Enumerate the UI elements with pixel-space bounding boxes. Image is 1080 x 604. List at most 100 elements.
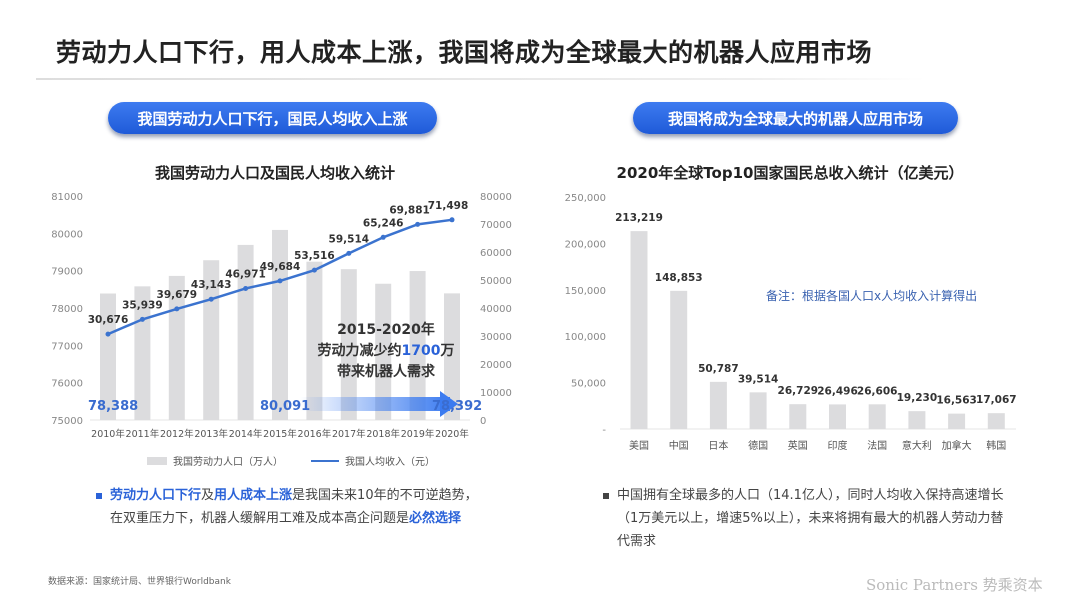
legend-bar-label: 我国劳动力人口（万人） bbox=[173, 457, 283, 468]
gni-bar bbox=[670, 290, 688, 429]
income-point bbox=[415, 221, 421, 227]
labor-bar bbox=[409, 271, 426, 420]
x-tick-label: 2012年 bbox=[160, 428, 194, 440]
right-y-tick: 100,000 bbox=[565, 332, 606, 343]
country-label: 美国 bbox=[629, 439, 649, 452]
country-label: 韩国 bbox=[986, 439, 1006, 452]
left-axis-tick: 78000 bbox=[51, 304, 83, 315]
left-axis-tick: 80000 bbox=[51, 229, 83, 240]
left-axis-tick: 75000 bbox=[51, 416, 83, 427]
labor-bar bbox=[168, 275, 185, 420]
gni-value-label: 17,067 bbox=[976, 394, 1017, 406]
gni-value-label: 26,496 bbox=[817, 385, 858, 397]
bar-value-label: 78,392 bbox=[432, 399, 482, 414]
left-bullet: 劳动力人口下行及用人成本上涨是我国未来10年的不可逆趋势， 在双重压力下，机器人… bbox=[96, 484, 516, 530]
annotation-line2: 劳动力减少约1700万 bbox=[316, 341, 456, 362]
income-point bbox=[208, 296, 214, 302]
x-tick-label: 2017年 bbox=[332, 428, 366, 440]
gni-value-label: 16,563 bbox=[936, 395, 977, 407]
x-tick-label: 2010年 bbox=[91, 428, 125, 440]
gni-value-label: 19,230 bbox=[897, 392, 938, 404]
legend-line-label: 我国人均收入（元） bbox=[345, 457, 435, 468]
right-y-tick: 250,000 bbox=[565, 193, 606, 204]
income-point bbox=[311, 267, 317, 273]
right-bullet: 中国拥有全球最多的人口（14.1亿人），同时人均收入保持高速增长（1万美元以上，… bbox=[603, 484, 1013, 553]
income-label: 46,971 bbox=[225, 268, 266, 280]
country-label: 中国 bbox=[669, 439, 689, 452]
gni-bar bbox=[868, 404, 886, 429]
left-axis-tick: 77000 bbox=[51, 341, 83, 352]
right-axis-tick: 50000 bbox=[480, 276, 512, 287]
bullet-text: 及 bbox=[201, 488, 215, 503]
bullet-highlight: 用人成本上涨 bbox=[214, 488, 293, 503]
arrow-head-icon bbox=[440, 391, 458, 417]
annotation-unit: 万 bbox=[440, 343, 455, 359]
right-axis-tick: 80000 bbox=[480, 192, 512, 203]
income-point bbox=[139, 316, 145, 322]
country-label: 意大利 bbox=[902, 439, 932, 452]
gni-value-label: 26,729 bbox=[778, 385, 819, 397]
x-tick-label: 2020年 bbox=[435, 428, 469, 440]
gni-bar bbox=[630, 231, 648, 429]
bullet-icon bbox=[96, 492, 102, 499]
annotation-line3: 带来机器人需求 bbox=[337, 364, 435, 380]
bullet-highlight: 必然选择 bbox=[409, 511, 462, 526]
gni-value-label: 50,787 bbox=[698, 363, 739, 375]
bullet-icon bbox=[603, 493, 609, 499]
right-y-tick: - bbox=[602, 425, 606, 436]
gni-bar bbox=[709, 381, 727, 429]
right-axis-tick: 40000 bbox=[480, 304, 512, 315]
right-axis-tick: 30000 bbox=[480, 332, 512, 343]
labor-bar bbox=[375, 283, 392, 420]
page-title: 劳动力人口下行，用人成本上涨，我国将成为全球最大的机器人应用市场 bbox=[56, 38, 873, 67]
income-label: 65,246 bbox=[363, 217, 404, 229]
right-axis-tick: 70000 bbox=[480, 220, 512, 231]
labor-bar bbox=[340, 269, 357, 420]
left-axis-tick: 76000 bbox=[51, 379, 83, 390]
watermark: Sonic Partners 势乘资本 bbox=[866, 576, 1043, 594]
gni-bar bbox=[948, 413, 966, 429]
title-divider bbox=[36, 78, 926, 80]
income-point bbox=[105, 331, 111, 337]
x-tick-label: 2018年 bbox=[366, 428, 400, 440]
bar-value-label: 78,388 bbox=[88, 399, 138, 414]
labor-bar bbox=[444, 293, 460, 420]
bullet-highlight: 劳动力人口下行 bbox=[110, 488, 202, 503]
country-label: 法国 bbox=[867, 439, 887, 452]
gni-value-label: 213,219 bbox=[615, 212, 663, 224]
data-source: 数据来源：国家统计局、世界银行Worldbank bbox=[48, 577, 231, 587]
legend-line-swatch bbox=[311, 459, 339, 462]
income-label: 39,679 bbox=[157, 289, 198, 301]
right-axis-tick: 0 bbox=[480, 416, 486, 427]
bullet-text: 是我国未来10年的不可逆趋势， bbox=[292, 488, 478, 503]
gni-value-label: 26,606 bbox=[857, 385, 898, 397]
income-label: 53,516 bbox=[294, 250, 335, 262]
income-label: 59,514 bbox=[329, 233, 370, 245]
gni-bar bbox=[829, 404, 846, 429]
x-tick-label: 2014年 bbox=[229, 428, 263, 440]
left-legend: 我国劳动力人口（万人） 我国人均收入（元） bbox=[147, 453, 435, 468]
right-axis-tick: 60000 bbox=[480, 248, 512, 259]
income-point bbox=[449, 217, 455, 223]
right-y-tick: 200,000 bbox=[565, 239, 606, 250]
bar-value-label: 80,091 bbox=[260, 399, 310, 414]
x-tick-label: 2011年 bbox=[126, 428, 160, 440]
left-axis-tick: 79000 bbox=[51, 267, 83, 278]
income-point bbox=[174, 306, 180, 312]
legend-bar-swatch bbox=[147, 456, 167, 465]
right-section-pill: 我国将成为全球最大的机器人应用市场 bbox=[633, 102, 958, 134]
country-label: 日本 bbox=[708, 439, 728, 452]
annotation-text: 劳动力减少约 bbox=[317, 343, 402, 359]
gni-value-label: 39,514 bbox=[738, 373, 779, 385]
right-axis-tick: 20000 bbox=[480, 360, 512, 371]
income-label: 71,498 bbox=[428, 200, 469, 212]
country-label: 加拿大 bbox=[942, 439, 972, 452]
labor-bar bbox=[100, 293, 116, 420]
country-label: 德国 bbox=[748, 439, 768, 452]
gni-bar bbox=[789, 404, 807, 429]
chart-annotation: 2015-2020年 劳动力减少约1700万 带来机器人需求 bbox=[316, 320, 456, 383]
bullet-text: 中国拥有全球最多的人口（14.1亿人），同时人均收入保持高速增长（1万美元以上，… bbox=[617, 488, 1004, 549]
x-tick-label: 2019年 bbox=[401, 428, 435, 440]
annotation-line1: 2015-2020年 bbox=[337, 322, 435, 338]
